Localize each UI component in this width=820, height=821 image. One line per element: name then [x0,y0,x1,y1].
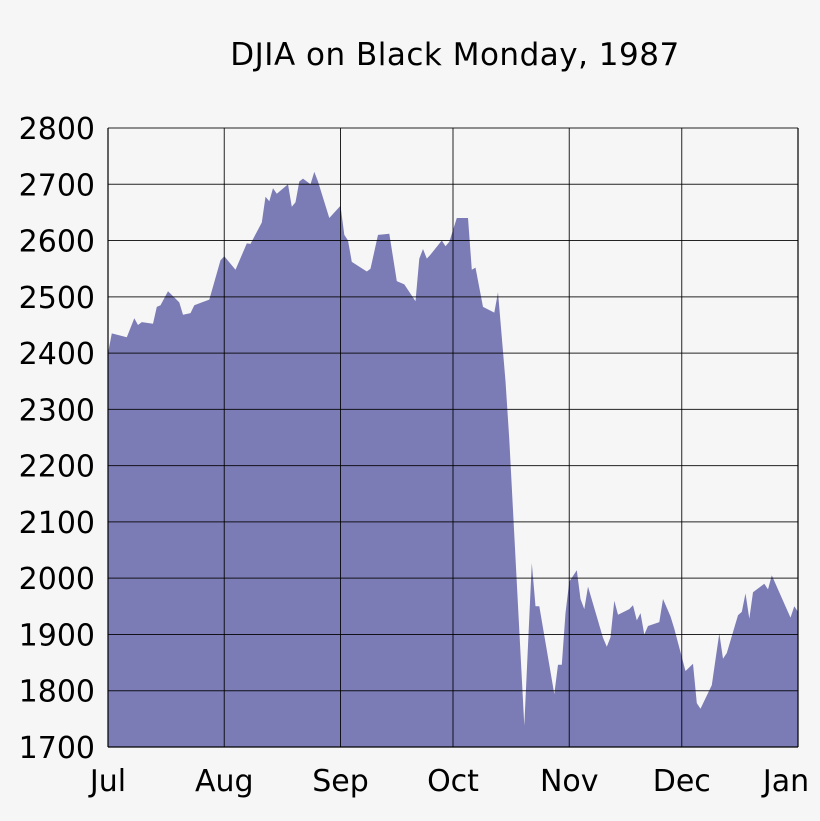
y-tick-label: 2700 [19,168,95,203]
y-tick-label: 1800 [19,675,95,710]
x-tick-label: Aug [195,764,254,799]
x-tick-label: Sep [312,764,369,799]
x-tick-label: Nov [540,764,599,799]
x-tick-label: Jul [88,764,126,799]
y-tick-label: 2500 [19,281,95,316]
y-tick-label: 2400 [19,337,95,372]
x-tick-label: Oct [427,764,479,799]
x-axis: Jul Aug Sep Oct Nov Dec Jan [88,764,809,799]
y-tick-label: 2100 [19,506,95,541]
grid-layer [107,127,799,748]
x-tick-label: Jan [761,764,809,799]
chart-title: DJIA on Black Monday, 1987 [230,37,679,73]
y-axis: 2800 2700 2600 2500 2400 2300 2200 2100 2000 1900… [19,112,95,766]
y-tick-label: 1900 [19,618,95,653]
y-tick-label: 2200 [19,450,95,485]
y-tick-label: 2000 [19,562,95,597]
y-tick-label: 1700 [19,731,95,766]
y-tick-label: 2800 [19,112,95,147]
x-tick-label: Dec [653,764,711,799]
y-tick-label: 2300 [19,393,95,428]
y-tick-label: 2600 [19,225,95,260]
